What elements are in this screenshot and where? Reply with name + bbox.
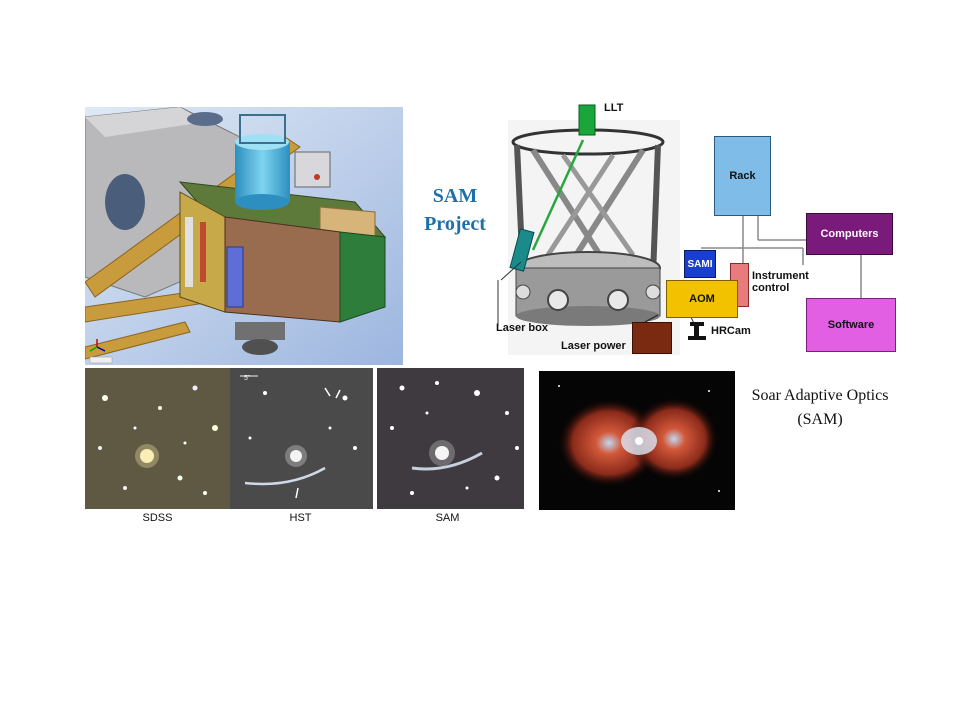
sam-caption: Soar Adaptive Optics (SAM) bbox=[735, 384, 905, 432]
hst-image: 5" bbox=[230, 368, 373, 509]
llt-label: LLT bbox=[604, 102, 624, 114]
aom-box: AOM bbox=[666, 280, 738, 318]
instrument-control-line-1: Instrument bbox=[752, 270, 809, 282]
instrument-control-label: Instrument control bbox=[752, 270, 809, 294]
software-label: Software bbox=[827, 319, 875, 331]
laser-power-label: Laser power bbox=[561, 340, 626, 352]
hrcam-label: HRCam bbox=[711, 325, 751, 337]
sam-cad-rendering bbox=[85, 107, 403, 365]
sam-image bbox=[377, 368, 524, 509]
sami-box: SAMI bbox=[684, 250, 716, 278]
system-diagram: LLT Rack Computers SAMI Instrument contr… bbox=[493, 100, 903, 360]
instrument-control-line-2: control bbox=[752, 282, 790, 294]
rack-label: Rack bbox=[729, 170, 756, 182]
hst-label: HST bbox=[289, 512, 312, 524]
sam-label: SAM bbox=[435, 512, 460, 524]
title-line-2: Project bbox=[424, 213, 486, 235]
caption-line-1: Soar Adaptive Optics bbox=[751, 387, 889, 404]
computers-box: Computers bbox=[806, 213, 893, 255]
caption-line-2: (SAM) bbox=[797, 411, 843, 428]
sdss-image bbox=[85, 368, 230, 509]
rack-box: Rack bbox=[714, 136, 771, 216]
hst-scale-label: 5" bbox=[244, 375, 251, 382]
aom-label: AOM bbox=[689, 293, 715, 305]
project-title: SAM Project bbox=[395, 182, 515, 238]
software-box: Software bbox=[806, 298, 896, 352]
title-line-1: SAM bbox=[432, 185, 478, 207]
sdss-label: SDSS bbox=[142, 512, 173, 524]
computers-label: Computers bbox=[820, 228, 879, 240]
laser-box-label: Laser box bbox=[496, 322, 548, 334]
diagram-graphics bbox=[497, 104, 862, 355]
sami-label: SAMI bbox=[687, 258, 713, 270]
nebula-image bbox=[539, 371, 735, 510]
laser-power-box bbox=[632, 322, 672, 354]
